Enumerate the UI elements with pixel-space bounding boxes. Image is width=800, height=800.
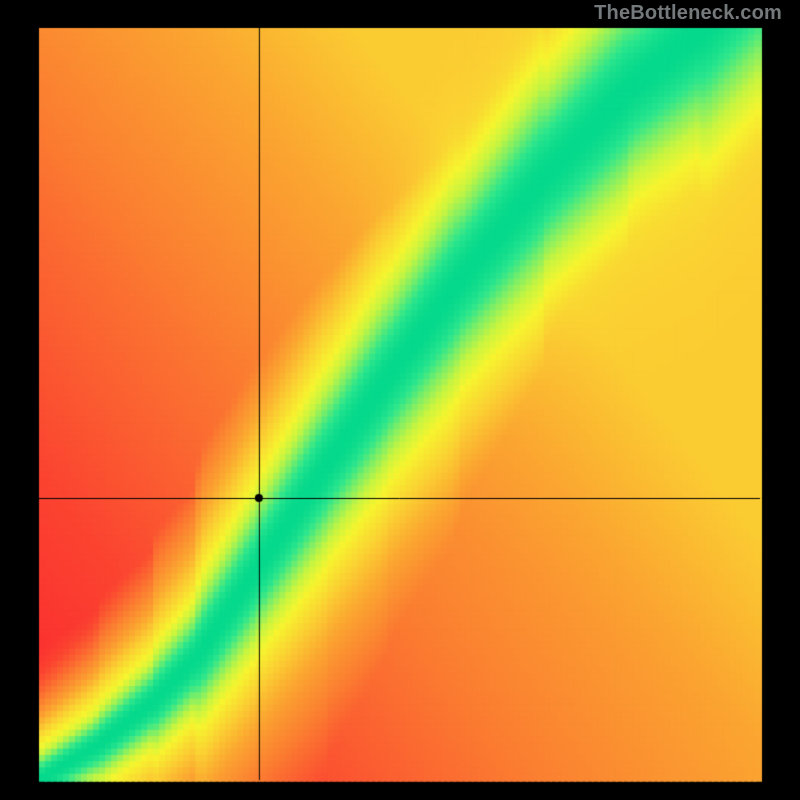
watermark-text: TheBottleneck.com bbox=[594, 2, 782, 25]
bottleneck-heatmap bbox=[0, 0, 800, 800]
